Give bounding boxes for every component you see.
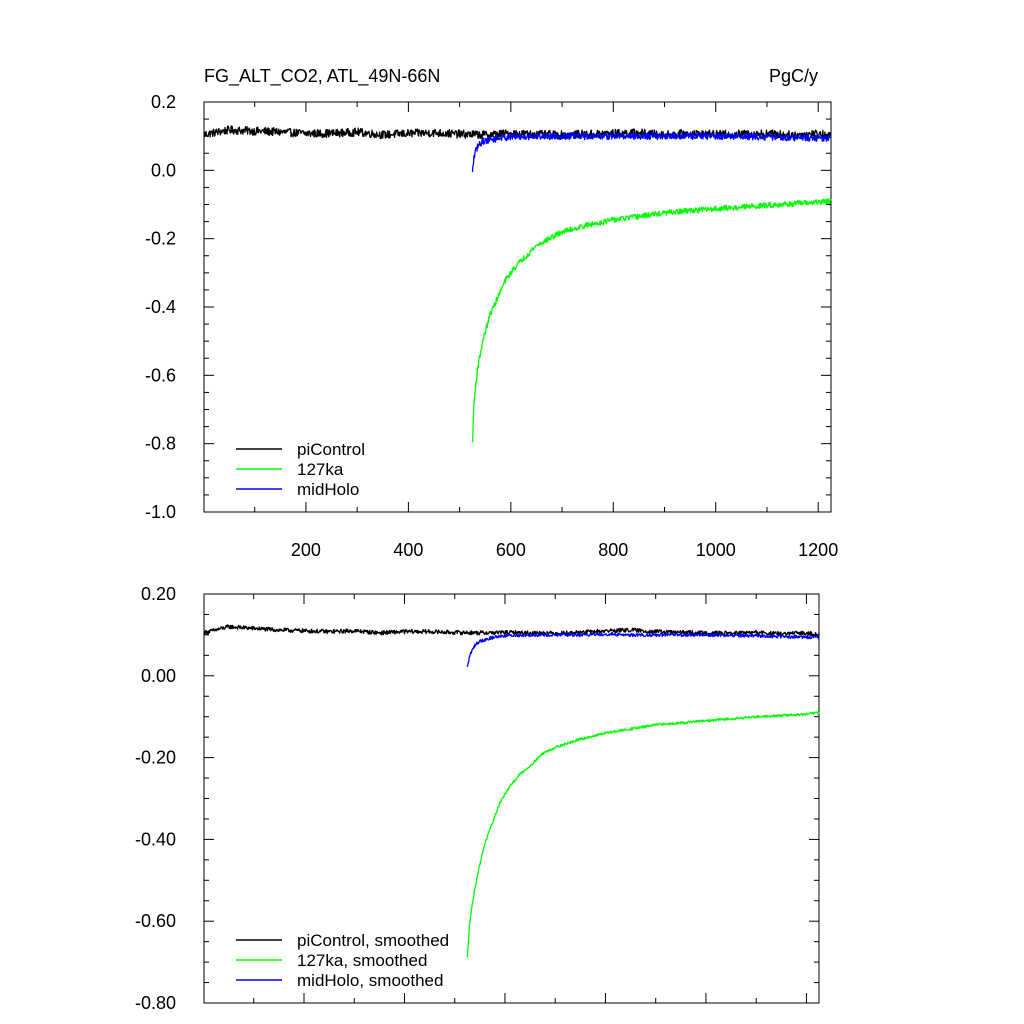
y-tick-label: -0.60 [135,911,176,931]
bottom-panel-series [203,624,820,958]
y-tick-label: -1.0 [145,502,176,522]
series-line-midholo [471,132,832,173]
top-panel-series [203,125,832,443]
y-tick-label: -0.6 [145,365,176,385]
legend-label: midHolo [297,480,359,499]
x-tick-label: 1000 [696,540,736,560]
y-tick-label: -0.4 [145,297,176,317]
x-tick-label: 200 [291,540,321,560]
legend-label: 127ka, smoothed [297,951,427,970]
legend-label: piControl, smoothed [297,931,449,950]
bottom-panel-axes: 0.20 0.00 -0.20 -0.40 -0.60 -0.80 [135,584,820,1013]
bottom-panel: 0.20 0.00 -0.20 -0.40 -0.60 -0.80 piControl, … [135,584,820,1013]
y-tick-label: 0.0 [151,160,176,180]
y-tick-label: -0.8 [145,434,176,454]
legend-label: midHolo, smoothed [297,971,443,990]
legend-label: piControl [297,440,365,459]
y-tick-label: -0.40 [135,829,176,849]
y-tick-label: -0.20 [135,748,176,768]
legend-label: 127ka [297,460,344,479]
units-label: PgC/y [769,66,818,86]
x-tick-label: 600 [496,540,526,560]
x-tick-label: 1200 [798,540,838,560]
x-tick-label: 400 [393,540,423,560]
series-line-midholo [466,632,820,667]
y-tick-label: -0.80 [135,993,176,1013]
series-line-127ka [471,197,832,443]
series-line-127ka [466,711,820,958]
y-tick-label: 0.00 [141,666,176,686]
y-tick-label: 0.20 [141,584,176,604]
top-panel: FG_ALT_CO2, ATL_49N-66N PgC/y 200 400 600 8… [145,66,838,560]
y-tick-label: -0.2 [145,229,176,249]
x-tick-label: 800 [598,540,628,560]
y-tick-label: 0.2 [151,92,176,112]
top-panel-axes: 200 400 600 800 1000 1200 0.2 0.0 -0.2 -0.4 -0.6 -0… [145,92,838,560]
chart-title: FG_ALT_CO2, ATL_49N-66N [204,66,440,87]
